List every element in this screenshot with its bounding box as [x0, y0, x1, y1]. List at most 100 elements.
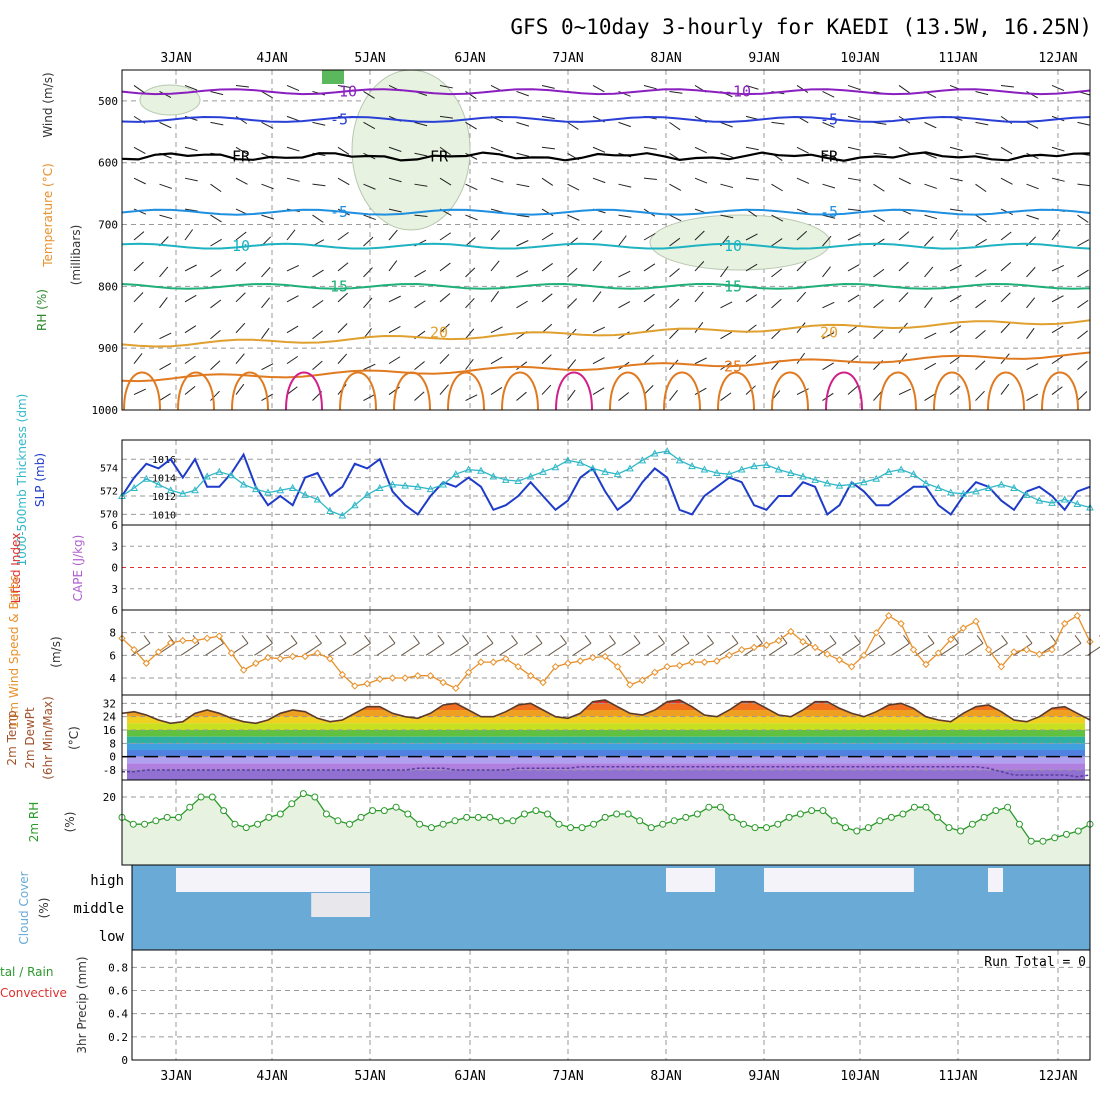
wind-barb: [975, 121, 989, 126]
wind10-point: [414, 672, 422, 680]
label-rh2m: 2m RH: [27, 802, 41, 843]
wind-barb: [1026, 363, 1039, 371]
wind-barb: [873, 329, 884, 340]
wind-barb: [567, 298, 578, 309]
day-label-bottom: 5JAN: [354, 1069, 385, 1084]
wind10-point: [502, 655, 510, 663]
thickness-point: [811, 475, 819, 483]
wind10-barb: [621, 642, 641, 656]
wind10-barb-tick: [315, 635, 322, 644]
rh2m-point: [451, 817, 459, 825]
wind-barb: [159, 332, 172, 340]
wind-barb: [363, 363, 376, 371]
wind-barb: [694, 177, 708, 184]
wind10-point: [514, 662, 522, 671]
wind-barb: [490, 208, 504, 213]
thickness-point: [426, 485, 435, 493]
thickness-point: [946, 488, 955, 496]
wind10-barb-tick: [780, 635, 788, 644]
wind-barb: [465, 267, 476, 278]
wind-barb: [541, 84, 555, 89]
wind10-barb: [597, 642, 616, 656]
wind-barb: [490, 230, 501, 241]
rh2m-point: [152, 817, 160, 825]
wind-barb: [949, 208, 963, 212]
wind-barb: [337, 84, 351, 88]
wind-barb: [924, 152, 937, 159]
wind10-barb-tick: [658, 635, 665, 644]
wind10-point: [934, 649, 943, 657]
wind-barb: [261, 121, 274, 129]
rh2m-point: [751, 824, 759, 832]
thickness-point: [737, 465, 746, 473]
thickness-point: [564, 456, 572, 464]
slp-tick-label: 1016: [152, 455, 176, 466]
wind10-point: [477, 658, 485, 666]
wind-barb: [847, 115, 861, 121]
wind10-point: [1073, 611, 1082, 620]
thickness-point: [514, 477, 523, 485]
thickness-point: [178, 489, 187, 497]
wind-barb: [847, 385, 859, 395]
rh-tick-label: 20: [103, 791, 116, 804]
thickness-point: [130, 483, 139, 491]
rh2m-point: [647, 824, 655, 832]
wind-barb: [771, 329, 782, 340]
wind-barb: [133, 177, 146, 185]
wind-barb: [567, 267, 578, 278]
wind10-point: [725, 651, 733, 660]
thickness-point: [326, 506, 334, 514]
rh2m-point: [129, 820, 137, 828]
wind-barb: [1051, 264, 1064, 272]
isotherm-label: -5: [330, 110, 348, 128]
wind10-barb-tick: [266, 635, 273, 644]
day-label-top: 11JAN: [938, 51, 977, 66]
thickness-point: [451, 470, 460, 478]
wind10-barb: [670, 642, 690, 656]
wind-barb: [745, 146, 759, 151]
pressure-tick-label: 600: [98, 157, 118, 170]
wind-barb: [261, 91, 274, 99]
wind-barb: [133, 146, 146, 155]
thickness-point: [288, 483, 297, 491]
isotherm-line: [121, 242, 1091, 250]
wind-barb: [541, 293, 553, 303]
wind10-barb: [499, 642, 518, 656]
day-label-top: 9JAN: [748, 51, 779, 66]
thickness-point: [489, 472, 498, 480]
wind10-point: [613, 662, 622, 671]
wind-barb: [949, 355, 961, 365]
wind-barb: [261, 363, 274, 371]
wind10-barb: [1087, 646, 1100, 656]
wind-barb: [822, 362, 834, 371]
thickness-point: [872, 474, 881, 482]
wind10-point: [897, 619, 905, 628]
wind-barb: [618, 183, 632, 188]
rh2m-point: [864, 824, 872, 832]
wind10-barb: [401, 642, 420, 656]
wind-barb: [363, 121, 376, 130]
wind-barb: [286, 264, 299, 272]
wind10-barb: [891, 642, 910, 656]
isotherm-label: 15: [724, 277, 742, 295]
day-label-bottom: 3JAN: [160, 1069, 191, 1084]
wind-barb: [694, 291, 704, 303]
thickness-point: [239, 480, 248, 488]
wind-barb: [975, 360, 986, 371]
wind10-point: [774, 636, 783, 645]
rh-shade-region: [649, 214, 831, 271]
wind-barb: [771, 298, 782, 309]
wind10-point: [663, 662, 671, 671]
wind-barb: [924, 183, 937, 189]
isotherm-line: [121, 319, 1091, 348]
wind-barb: [159, 214, 173, 220]
cloud-row-label: high: [90, 873, 124, 889]
rh2m-point: [957, 827, 965, 835]
wind-barb: [822, 301, 835, 309]
wind-barb: [949, 294, 962, 303]
wind-barb: [1000, 383, 1010, 395]
wind-barb: [516, 240, 529, 247]
wind-barb: [771, 214, 784, 222]
wind-barb: [796, 230, 807, 241]
